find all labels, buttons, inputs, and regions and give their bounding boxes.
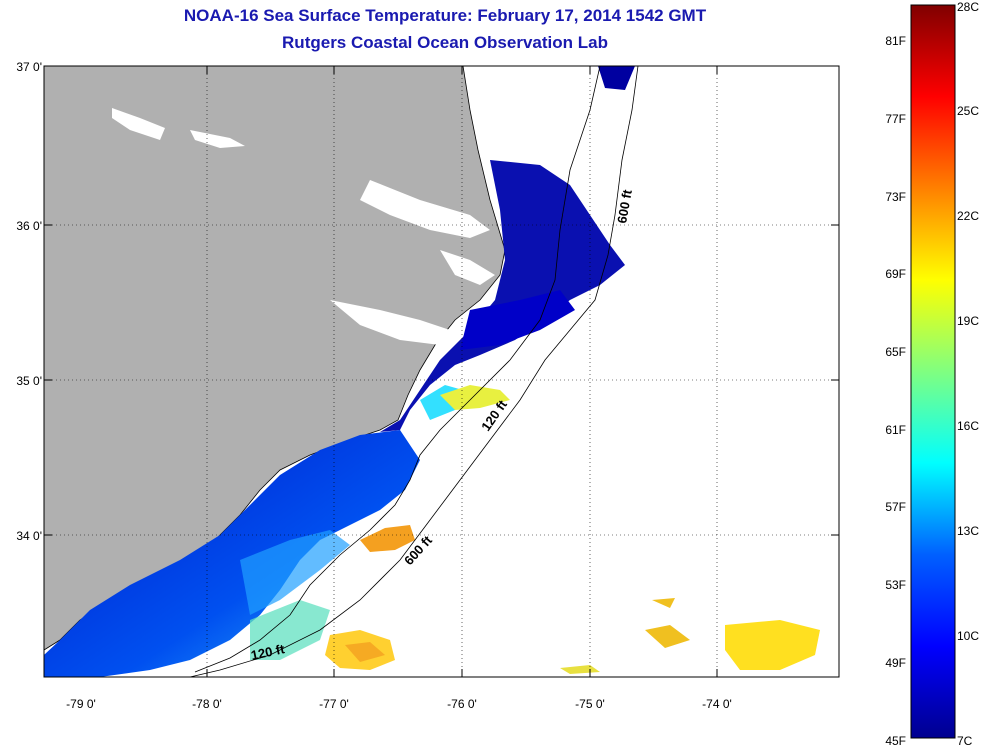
colorbar-f-label: 77F — [885, 112, 906, 126]
axis-ticks — [44, 65, 839, 677]
colorbar-c-label: 28C — [957, 0, 979, 14]
map-area: 600 ft 120 ft 600 ft 120 ft — [44, 66, 839, 677]
lon-label: -74 0' — [702, 697, 732, 711]
colorbar-f-label: 57F — [885, 500, 906, 514]
colorbar-c-label: 19C — [957, 314, 979, 328]
colorbar-f-label: 65F — [885, 345, 906, 359]
map-title: NOAA-16 Sea Surface Temperature: Februar… — [183, 6, 707, 25]
colorbar-f-label: 69F — [885, 267, 906, 281]
colorbar-c-label: 7C — [957, 734, 973, 748]
sst-cold-water — [380, 160, 625, 432]
contour-label: 120 ft — [250, 641, 287, 663]
colorbar-c-label: 10C — [957, 629, 979, 643]
colorbar-f-label: 73F — [885, 190, 906, 204]
colorbar-f-label: 49F — [885, 656, 906, 670]
colorbar-c-label: 13C — [957, 524, 979, 538]
map-subtitle: Rutgers Coastal Ocean Observation Lab — [282, 33, 608, 52]
colorbar-c-label: 22C — [957, 209, 979, 223]
lon-label: -79 0' — [66, 697, 96, 711]
lat-label: 35 0' — [16, 374, 42, 388]
colorbar-c-label: 16C — [957, 419, 979, 433]
lon-label: -78 0' — [192, 697, 222, 711]
colorbar-f-label: 53F — [885, 578, 906, 592]
lon-label: -76 0' — [447, 697, 477, 711]
lon-label: -77 0' — [319, 697, 349, 711]
colorbar: 81F 77F 73F 69F 65F 61F 57F 53F 49F 45F … — [885, 0, 979, 748]
colorbar-f-label: 81F — [885, 34, 906, 48]
longitude-labels: -79 0' -78 0' -77 0' -76 0' -75 0' -74 0… — [66, 697, 732, 711]
lat-label: 34 0' — [16, 529, 42, 543]
celsius-scale: 28C 25C 22C 19C 16C 13C 10C 7C — [957, 0, 979, 748]
colorbar-f-label: 45F — [885, 734, 906, 748]
lat-label: 36 0' — [16, 219, 42, 233]
sst-mid-water — [44, 430, 420, 677]
contour-600ft — [189, 66, 639, 677]
map-gridlines — [44, 66, 839, 677]
fahrenheit-scale: 81F 77F 73F 69F 65F 61F 57F 53F 49F 45F — [885, 34, 906, 748]
contour-label: 600 ft — [614, 188, 635, 225]
latitude-labels: 37 0' 36 0' 35 0' 34 0' — [16, 60, 42, 543]
lat-label: 37 0' — [16, 60, 42, 74]
colorbar-c-label: 25C — [957, 104, 979, 118]
lon-label: -75 0' — [575, 697, 605, 711]
colorbar-f-label: 61F — [885, 423, 906, 437]
contour-120ft — [194, 66, 601, 673]
